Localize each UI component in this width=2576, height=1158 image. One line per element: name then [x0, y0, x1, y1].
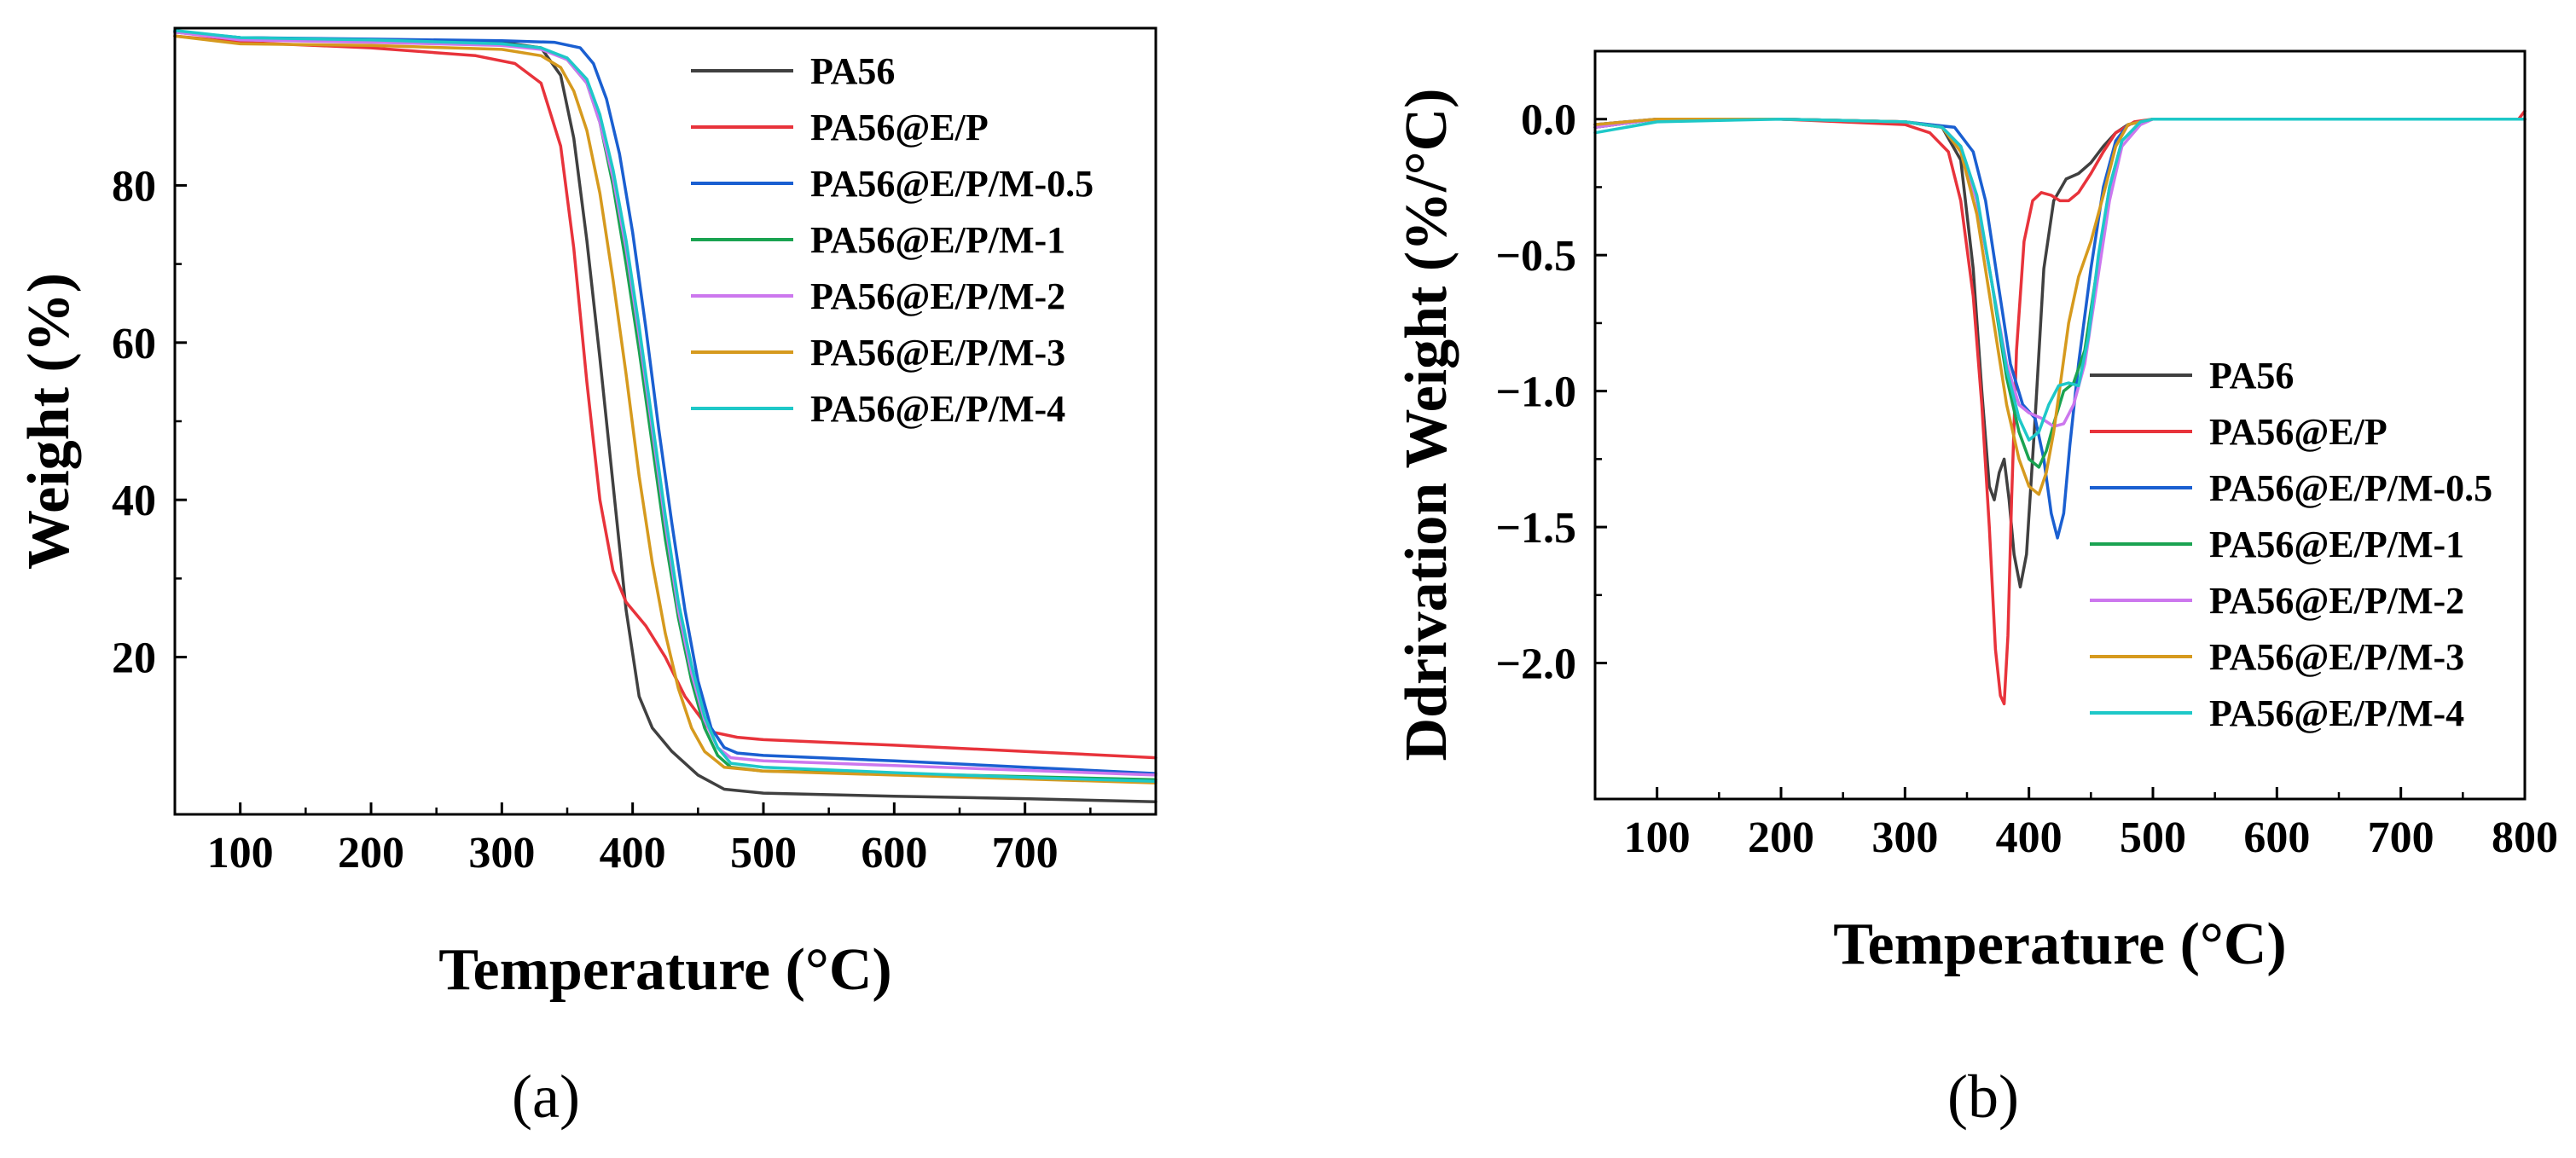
- panel-a-y-axis-label: Weight (%): [16, 273, 82, 570]
- panel-b-x-tick-label-3: 400: [1996, 813, 2063, 862]
- panel-a-legend-label-5: PA56@E/P/M-3: [810, 332, 1065, 373]
- panel-a-tga-chart: 100 200 300 400 500 600 700 20 40 60 80 Temperatu…: [16, 26, 1157, 1131]
- panel-b-legend: PA56 PA56@E/P PA56@E/P/M-0.5 PA56@E/P/M-1 PA…: [2090, 355, 2492, 734]
- panel-a-x-tick-label-4: 500: [730, 829, 797, 877]
- panel-b-x-tick-label-1: 200: [1748, 813, 1814, 862]
- panel-b-y-tick-label-3: −1.5: [1495, 504, 1576, 553]
- panel-a-x-tick-label-5: 600: [861, 829, 927, 877]
- panel-a-series-line-6: [173, 29, 1157, 784]
- panel-b-legend-label-1: PA56@E/P: [2209, 411, 2387, 453]
- panel-b-legend-label-6: PA56@E/P/M-4: [2209, 692, 2464, 734]
- panel-b-x-tick-label-5: 600: [2243, 813, 2310, 862]
- panel-b-legend-label-3: PA56@E/P/M-1: [2209, 524, 2464, 565]
- panel-a-x-axis-label: Temperature (°C): [438, 937, 892, 1003]
- panel-b-x-tick-label-2: 300: [1871, 813, 1938, 862]
- panel-a-series-line-1: [173, 34, 1157, 760]
- panel-a-y-tick-label-3: 80: [112, 162, 156, 211]
- panel-a-legend-label-0: PA56: [810, 50, 895, 92]
- panel-b-y-tick-label-4: −2.0: [1495, 640, 1576, 689]
- panel-a-legend-label-4: PA56@E/P/M-2: [810, 275, 1065, 317]
- panel-a-x-axis: 100 200 300 400 500 600 700: [207, 802, 1092, 877]
- panel-a-legend-label-2: PA56@E/P/M-0.5: [810, 163, 1094, 205]
- panel-b-x-tick-label-4: 500: [2120, 813, 2186, 862]
- panel-b-plot-frame: [1593, 49, 2527, 801]
- panel-b-y-axis: 0.0 −0.5 −1.0 −1.5 −2.0: [1495, 96, 1607, 689]
- panel-b-y-tick-label-2: −1.0: [1495, 368, 1576, 417]
- panel-a-y-tick-label-0: 20: [112, 634, 156, 683]
- panel-b-x-tick-label-0: 100: [1624, 813, 1691, 862]
- panel-b-legend-label-4: PA56@E/P/M-2: [2209, 580, 2464, 622]
- panel-b-y-tick-label-0: 0.0: [1521, 96, 1576, 145]
- panel-a-y-tick-label-1: 40: [112, 477, 156, 525]
- panel-a-series-group: [173, 29, 1157, 803]
- panel-a-y-tick-label-2: 60: [112, 320, 156, 368]
- panel-b-series-line-0: [1593, 117, 2527, 589]
- panel-b-dtg-chart: 100 200 300 400 500 600 700 800 0.0 −0.5 −1.0 −1.5…: [1394, 49, 2558, 1131]
- panel-a-x-tick-label-1: 200: [338, 829, 404, 877]
- panel-a-series-line-5: [173, 34, 1157, 785]
- panel-b-series-line-6: [1593, 117, 2527, 442]
- panel-a-legend-label-3: PA56@E/P/M-1: [810, 219, 1065, 261]
- panel-a-legend-label-6: PA56@E/P/M-4: [810, 388, 1065, 430]
- panel-b-y-tick-label-1: −0.5: [1495, 232, 1576, 281]
- panel-b-legend-label-5: PA56@E/P/M-3: [2209, 636, 2464, 678]
- panel-b-legend-label-0: PA56: [2209, 355, 2294, 397]
- panel-b-y-axis-label: Ddrivation Weight (%/°C): [1394, 89, 1459, 761]
- panel-b-x-tick-label-6: 700: [2368, 813, 2434, 862]
- panel-b-x-axis: 100 200 300 400 500 600 700 800: [1624, 787, 2558, 862]
- panel-b-legend-label-2: PA56@E/P/M-0.5: [2209, 467, 2492, 509]
- panel-a-x-tick-label-2: 300: [468, 829, 535, 877]
- panel-b-series-group: [1593, 109, 2527, 706]
- panel-a-x-tick-label-3: 400: [600, 829, 666, 877]
- panel-a-x-tick-label-0: 100: [207, 829, 274, 877]
- panel-b-x-tick-label-7: 800: [2492, 813, 2558, 862]
- panel-a-series-line-2: [173, 29, 1157, 775]
- panel-a-label: (a): [512, 1062, 580, 1131]
- panel-a-x-tick-label-6: 700: [992, 829, 1059, 877]
- panel-a-legend: PA56 PA56@E/P PA56@E/P/M-0.5 PA56@E/P/M-1 PA…: [691, 50, 1094, 430]
- panel-a-legend-label-1: PA56@E/P: [810, 107, 989, 148]
- panel-b-x-axis-label: Temperature (°C): [1833, 912, 2287, 977]
- panel-b-label: (b): [1947, 1062, 2019, 1131]
- panel-a-y-axis: 20 40 60 80: [112, 162, 187, 683]
